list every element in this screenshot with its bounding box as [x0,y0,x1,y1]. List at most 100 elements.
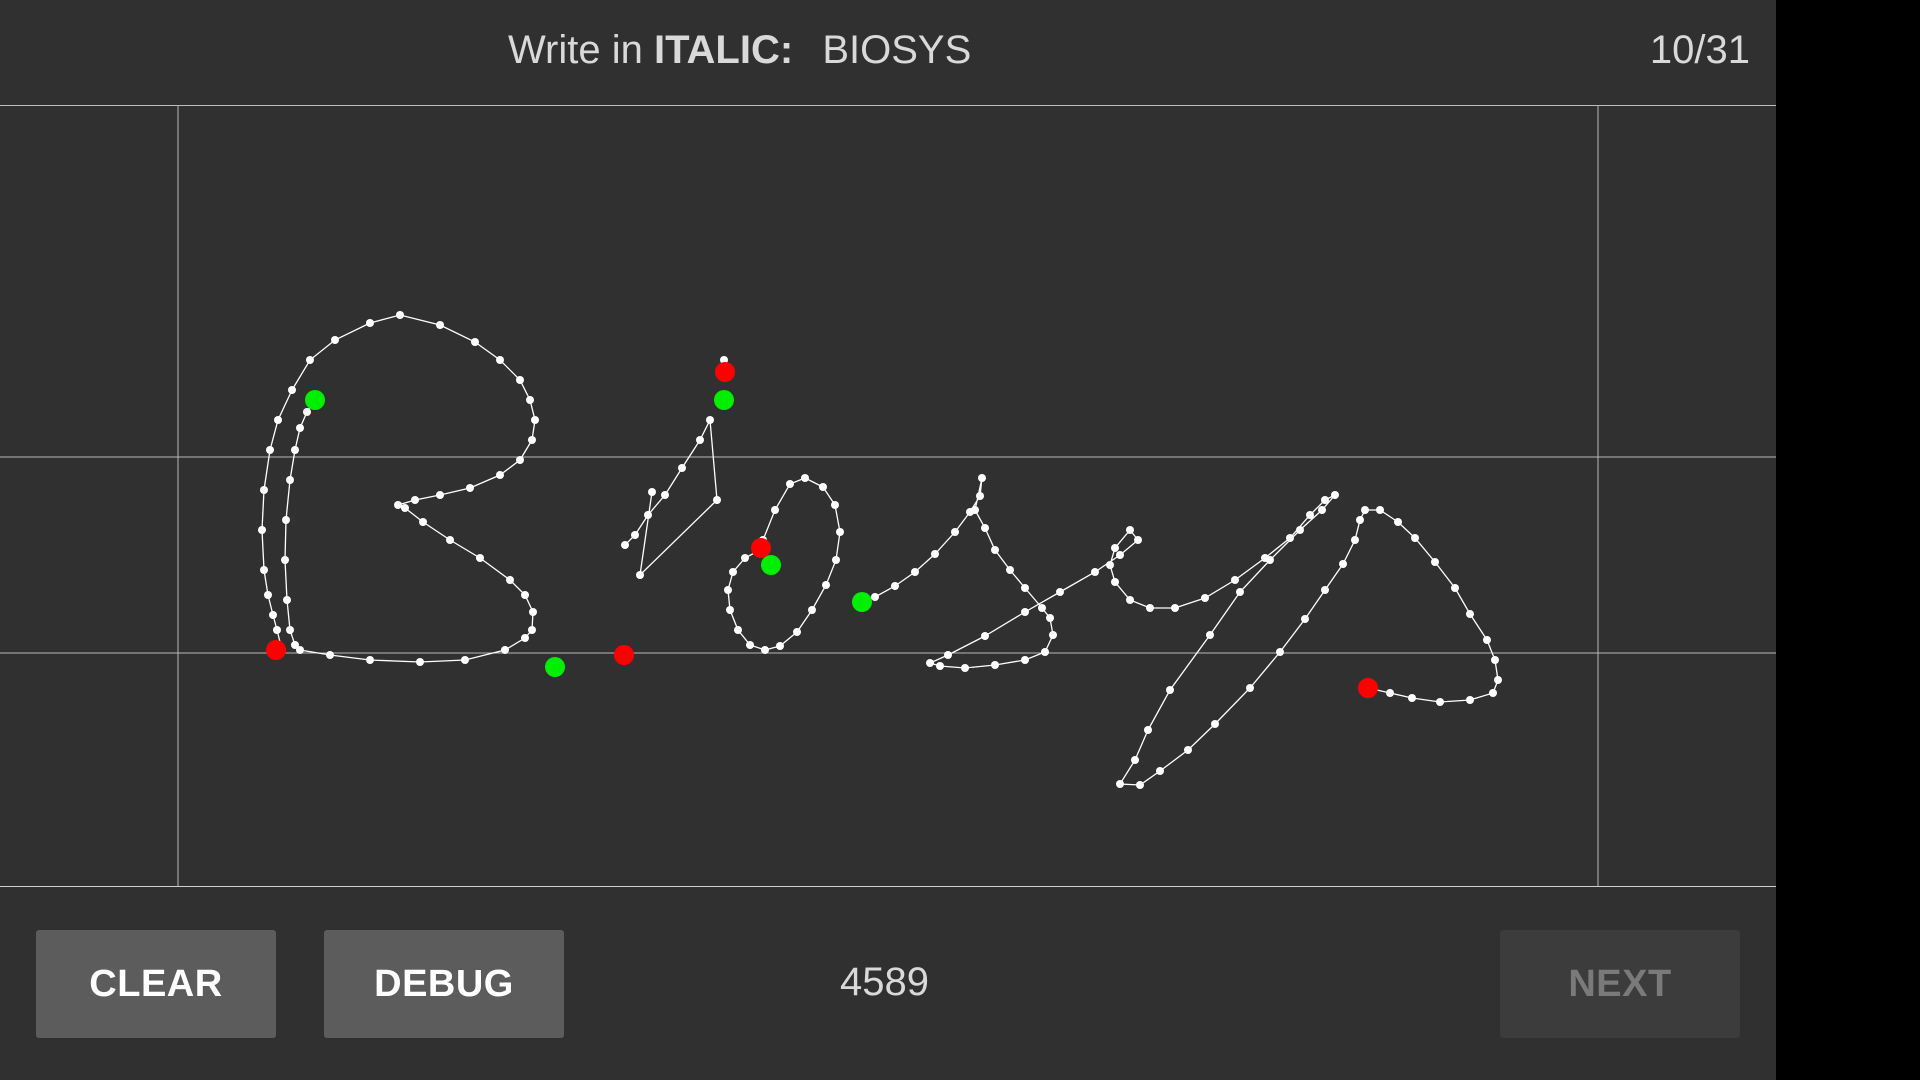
sample-point [1006,566,1014,574]
stroke-start-marker [852,592,872,612]
sample-point [1286,534,1294,542]
header-bar: Write in ITALIC: BIOSYS 10/31 [0,0,1776,106]
clear-button[interactable]: CLEAR [36,930,276,1038]
sample-point [746,641,754,649]
sample-point [644,511,652,519]
sample-point [1321,586,1329,594]
sample-point [944,651,952,659]
sample-point [1466,696,1474,704]
stroke-end-marker [751,538,771,558]
sample-point [1386,689,1394,697]
sample-point [621,541,629,549]
sample-point [696,436,704,444]
sample-point [1411,534,1419,542]
sample-point [786,480,794,488]
sample-point [1211,720,1219,728]
sample-point [726,606,734,614]
sample-point [931,550,939,558]
sample-point [713,496,721,504]
sample-point [836,528,844,536]
footer-bar: CLEAR DEBUG 4589 NEXT [0,887,1776,1080]
sample-point [528,626,536,634]
sample-point [521,591,529,599]
next-button[interactable]: NEXT [1500,930,1740,1038]
sample-point [260,486,268,494]
sample-point [286,626,294,634]
sample-point [1351,536,1359,544]
stroke-end-marker [1358,678,1378,698]
sample-point [724,586,732,594]
sample-point [1231,576,1239,584]
sample-point [281,556,289,564]
sample-point [1021,608,1029,616]
sample-point [961,664,969,672]
sample-point [1356,516,1364,524]
sample-point [1166,686,1174,694]
sample-point [394,501,402,509]
sample-point [936,662,944,670]
sample-point [976,492,984,500]
sample-point [832,556,840,564]
sample-point [1276,648,1284,656]
sample-point [981,632,989,640]
sample-point [661,491,669,499]
sample-point [1376,506,1384,514]
sample-point [296,646,304,654]
sample-point [266,446,274,454]
sample-point [1489,689,1497,697]
drawing-canvas[interactable] [0,106,1776,887]
handwriting-canvas-svg[interactable] [0,106,1776,886]
sample-point [678,464,686,472]
sample-point [436,491,444,499]
sample-point [396,311,404,319]
sample-point [1201,594,1209,602]
sample-point [793,628,801,636]
sample-point [1126,526,1134,534]
sample-point [306,356,314,364]
stroke-start-marker [305,390,325,410]
prompt-prefix: Write in [508,28,643,72]
ink-stroke [261,314,536,663]
sample-point [822,581,830,589]
writing-prompt: Write in ITALIC: BIOSYS [508,28,971,73]
sample-point [831,501,839,509]
sample-point [871,593,879,601]
sample-point [1491,656,1499,664]
sample-point [1301,615,1309,623]
sample-point [1331,491,1339,499]
sample-point [496,356,504,364]
sample-point [466,484,474,492]
debug-button[interactable]: DEBUG [324,930,564,1038]
sample-point [476,554,484,562]
sample-point [288,386,296,394]
ink-strokes [261,314,1499,786]
sample-point [1056,588,1064,596]
ink-stroke [861,477,1499,786]
stroke-start-marker [761,555,781,575]
sample-point [1431,558,1439,566]
sample-point [1116,780,1124,788]
sample-point [1436,698,1444,706]
sample-point [260,566,268,574]
sample-point [526,396,534,404]
sample-point [1021,584,1029,592]
sample-point [366,319,374,327]
sample-point [516,456,524,464]
sample-point [631,531,639,539]
sample-point [1408,694,1416,702]
sample-point [891,582,899,590]
sample-point [326,651,334,659]
sample-point [729,568,737,576]
sample-point [706,416,714,424]
sample-point [1296,526,1304,534]
sample-point [971,506,979,514]
sample-point [1116,551,1124,559]
sample-point [741,554,749,562]
stroke-start-marker [545,657,565,677]
sample-point [1483,636,1491,644]
sample-point [1111,544,1119,552]
style-label: ITALIC: [653,28,794,72]
sample-point [1266,556,1274,564]
sample-point [1206,631,1214,639]
stroke-end-marker [715,362,735,382]
